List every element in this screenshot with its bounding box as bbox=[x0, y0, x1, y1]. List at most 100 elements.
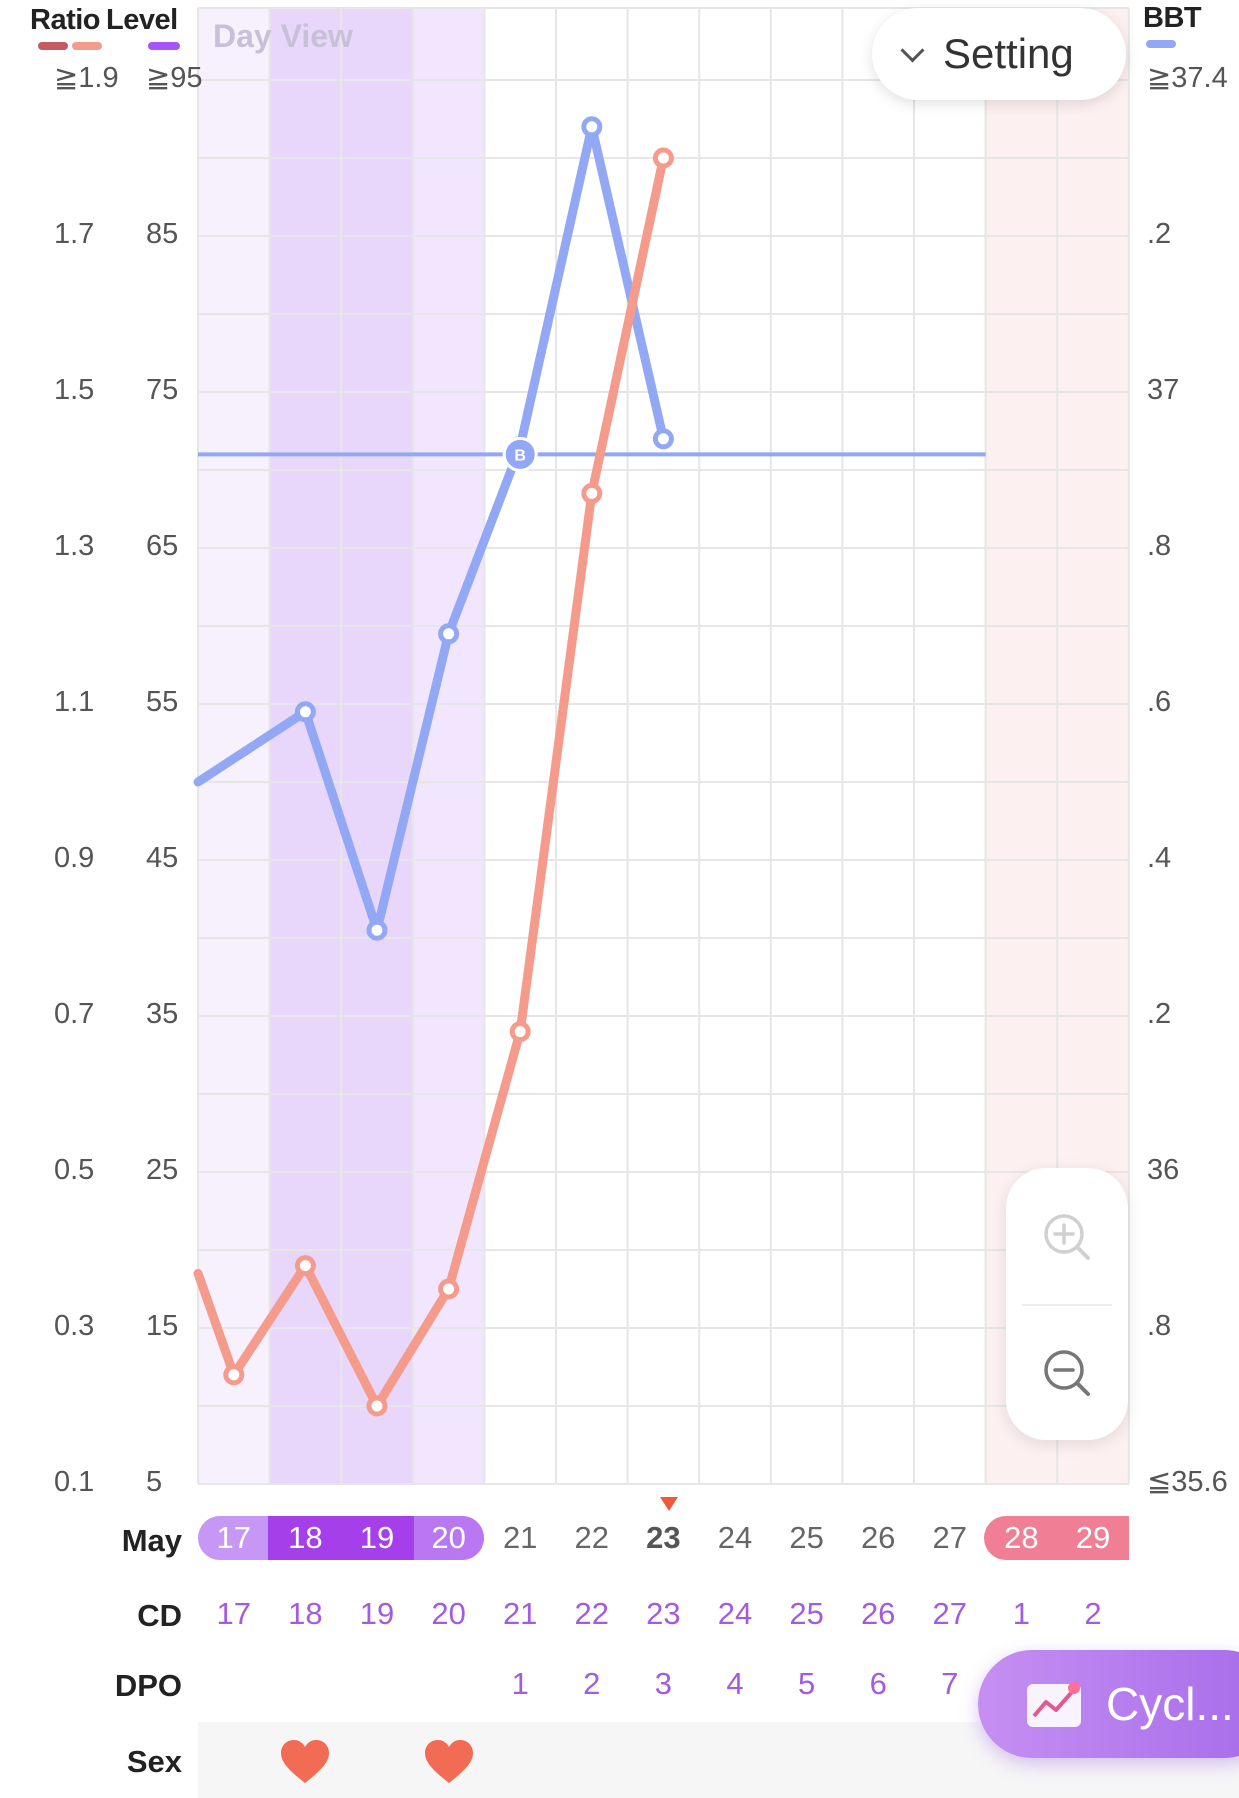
bbt-label: BBT bbox=[1143, 2, 1202, 34]
bbt-tick: 36 bbox=[1147, 1154, 1180, 1186]
cd-label: CD bbox=[137, 1598, 182, 1633]
bbt-tick: .8 bbox=[1147, 530, 1172, 562]
data-point-level bbox=[223, 1364, 245, 1386]
date-cell[interactable]: 21 bbox=[502, 1520, 538, 1555]
dpo-label: DPO bbox=[114, 1668, 182, 1703]
cd-cell: 23 bbox=[646, 1596, 681, 1631]
zoom-in-icon[interactable] bbox=[1042, 1212, 1092, 1262]
data-point-level bbox=[294, 1255, 316, 1277]
ratio-swatch-light bbox=[72, 42, 102, 50]
series-line-level bbox=[193, 153, 668, 1411]
cd-cell: 1 bbox=[1012, 1596, 1031, 1631]
data-point-level bbox=[652, 147, 674, 169]
cycle-button-label: Cycl... bbox=[1106, 1678, 1234, 1730]
cd-cell: 25 bbox=[789, 1596, 824, 1631]
date-cell[interactable]: 28 bbox=[1004, 1520, 1039, 1555]
cd-cell: 19 bbox=[359, 1596, 395, 1631]
bbt-tick: ≦35.6 bbox=[1147, 1466, 1228, 1498]
setting-label: Setting bbox=[943, 30, 1074, 77]
data-point-bbt bbox=[581, 116, 603, 138]
dpo-cell: 1 bbox=[511, 1666, 529, 1701]
bbt-tick: .4 bbox=[1147, 842, 1172, 874]
dpo-cell: 2 bbox=[583, 1666, 601, 1701]
data-point-bbt bbox=[366, 919, 388, 941]
dpo-cell: 5 bbox=[797, 1666, 816, 1701]
cd-cell: 18 bbox=[288, 1596, 323, 1631]
ratio-tick: 1.5 bbox=[54, 374, 95, 406]
bbt-tick: .6 bbox=[1147, 686, 1172, 718]
fertile-pill-end bbox=[414, 1516, 484, 1560]
level-tick: 15 bbox=[146, 1310, 179, 1342]
ratio-tick: 0.5 bbox=[54, 1154, 95, 1186]
dpo-cell: 3 bbox=[654, 1666, 673, 1701]
zoom-separator bbox=[1022, 1304, 1112, 1306]
sex-label: Sex bbox=[126, 1744, 182, 1779]
heart-icon bbox=[281, 1740, 330, 1783]
today-marker bbox=[660, 1497, 678, 1511]
coverline-marker-label: B bbox=[514, 447, 526, 464]
chart-trend-icon bbox=[1027, 1682, 1081, 1727]
bbt-tick: ≧37.4 bbox=[1147, 62, 1228, 94]
data-point-level bbox=[509, 1021, 531, 1043]
level-tick: 75 bbox=[146, 374, 179, 406]
cd-cell: 24 bbox=[717, 1596, 753, 1631]
cd-cell: 17 bbox=[216, 1596, 252, 1631]
date-cell[interactable]: 18 bbox=[288, 1520, 323, 1555]
bbt-tick: .2 bbox=[1147, 998, 1172, 1030]
level-tick: 85 bbox=[146, 218, 179, 250]
date-cell[interactable]: 23 bbox=[646, 1520, 681, 1555]
data-point-level bbox=[366, 1395, 388, 1417]
cd-cell: 22 bbox=[574, 1596, 610, 1631]
ratio-tick: 1.1 bbox=[54, 686, 95, 718]
data-point-level bbox=[581, 482, 603, 504]
data-point-bbt bbox=[294, 701, 316, 723]
dpo-cell: 4 bbox=[726, 1666, 744, 1701]
bbt-tick: .8 bbox=[1147, 1310, 1172, 1342]
zoom-controls bbox=[1006, 1168, 1128, 1440]
data-point-level bbox=[438, 1278, 460, 1300]
cd-cell: 26 bbox=[860, 1596, 896, 1631]
ratio-tick: 0.3 bbox=[54, 1310, 95, 1342]
ratio-swatch-dark bbox=[38, 42, 68, 50]
period-pill bbox=[984, 1516, 1129, 1560]
heart-icon bbox=[424, 1740, 473, 1783]
level-tick: 55 bbox=[146, 686, 179, 718]
level-tick: ≧95 bbox=[146, 62, 203, 94]
bbt-tick: .2 bbox=[1147, 218, 1172, 250]
level-tick: 45 bbox=[146, 842, 179, 874]
fertile-pill-peak bbox=[268, 1516, 414, 1560]
date-cell[interactable]: 22 bbox=[574, 1520, 610, 1555]
bbt-swatch bbox=[1146, 40, 1176, 48]
data-point-bbt bbox=[652, 428, 674, 450]
dpo-cell: 7 bbox=[941, 1666, 959, 1701]
coverline-marker bbox=[502, 436, 538, 472]
level-swatch bbox=[148, 42, 180, 50]
ratio-tick: ≧1.9 bbox=[54, 62, 119, 94]
date-cell[interactable]: 29 bbox=[1075, 1520, 1111, 1555]
setting-button[interactable]: Setting bbox=[872, 8, 1126, 100]
date-cell[interactable]: 24 bbox=[717, 1520, 753, 1555]
day-view-label: Day View bbox=[213, 18, 353, 54]
level-tick: 25 bbox=[146, 1154, 179, 1186]
data-point-bbt bbox=[438, 623, 460, 645]
ratio-label: Ratio bbox=[30, 4, 101, 36]
level-label: Level bbox=[106, 4, 178, 36]
date-cell[interactable]: 17 bbox=[216, 1520, 252, 1555]
level-tick: 65 bbox=[146, 530, 179, 562]
date-cell[interactable]: 19 bbox=[359, 1520, 395, 1555]
cd-cell: 20 bbox=[431, 1596, 466, 1631]
bbt-tick: 37 bbox=[1147, 374, 1180, 406]
date-cell[interactable]: 26 bbox=[860, 1520, 896, 1555]
ratio-tick: 0.9 bbox=[54, 842, 95, 874]
cycle-button[interactable]: Cycl... bbox=[978, 1650, 1239, 1758]
dpo-cell: 6 bbox=[869, 1666, 887, 1701]
date-cell[interactable]: 25 bbox=[789, 1520, 824, 1555]
cd-cell: 2 bbox=[1084, 1596, 1102, 1631]
month-label: May bbox=[121, 1523, 182, 1558]
date-cell[interactable]: 27 bbox=[932, 1520, 968, 1555]
date-cell[interactable]: 20 bbox=[431, 1520, 466, 1555]
ratio-tick: 1.3 bbox=[54, 530, 95, 562]
cd-cell: 21 bbox=[502, 1596, 538, 1631]
zoom-out-icon[interactable] bbox=[1042, 1348, 1092, 1398]
chevron-down-icon bbox=[900, 37, 925, 63]
